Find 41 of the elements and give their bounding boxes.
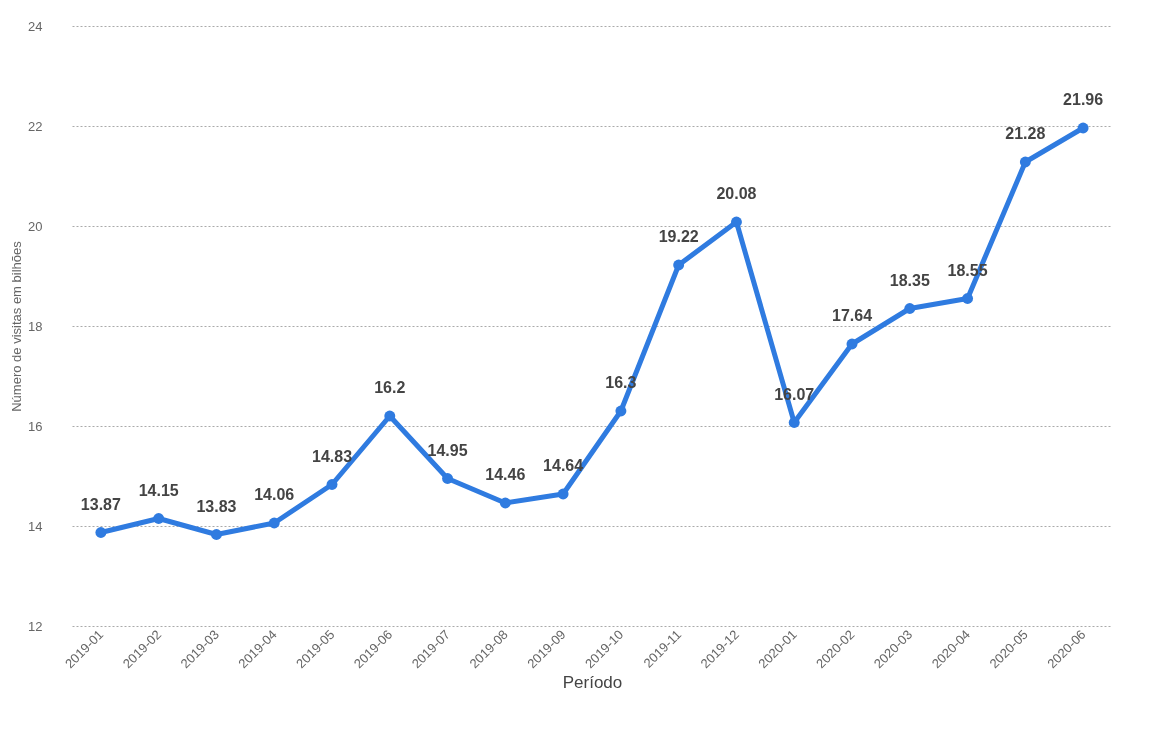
y-tick-label: 16 xyxy=(28,418,43,434)
y-tick-label: 20 xyxy=(28,218,43,234)
data-label: 14.15 xyxy=(138,481,179,499)
point xyxy=(442,473,454,484)
x-axis-title: Período xyxy=(562,673,623,693)
data-label: 14.06 xyxy=(254,486,295,503)
data-label: 21.28 xyxy=(1005,125,1046,142)
y-tick-label: 22 xyxy=(28,118,43,134)
data-label: 14.95 xyxy=(427,441,468,459)
data-label: 20.08 xyxy=(716,185,757,202)
point xyxy=(210,529,222,540)
point xyxy=(268,517,280,529)
point xyxy=(1019,156,1031,168)
point xyxy=(153,513,165,524)
point xyxy=(1077,122,1089,134)
point xyxy=(384,410,396,422)
point xyxy=(673,259,685,271)
data-label: 16.2 xyxy=(374,379,406,396)
point xyxy=(95,527,107,538)
data-label: 21.96 xyxy=(1063,91,1104,108)
y-axis-title: Número de visitas em bilhões xyxy=(9,240,25,412)
point xyxy=(730,216,742,228)
point xyxy=(615,405,627,417)
data-label: 14.46 xyxy=(485,466,526,483)
data-label: 19.22 xyxy=(658,228,699,245)
point xyxy=(962,293,974,304)
point xyxy=(499,497,511,509)
point xyxy=(846,338,858,350)
point xyxy=(904,303,916,314)
data-label: 18.35 xyxy=(889,271,930,289)
point xyxy=(557,488,569,500)
y-tick-label: 18 xyxy=(28,318,43,334)
data-label: 13.87 xyxy=(80,495,122,513)
y-tick-label: 12 xyxy=(28,618,43,634)
point xyxy=(326,479,338,490)
y-tick-label: 14 xyxy=(28,518,43,534)
data-label: 14.83 xyxy=(311,447,353,465)
data-label: 17.64 xyxy=(831,307,873,324)
y-tick-label: 24 xyxy=(28,18,43,34)
data-label: 13.83 xyxy=(196,497,237,515)
point xyxy=(788,417,800,428)
